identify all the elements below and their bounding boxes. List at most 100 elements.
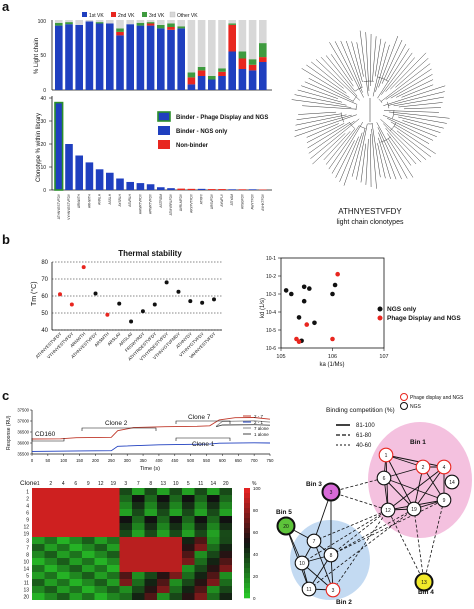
c-heat-col-label: 3 — [124, 481, 127, 487]
c-net-legend-title: Binding competition (%) — [326, 407, 395, 414]
c-heat-cell — [169, 495, 182, 502]
c-net-node-label: 12 — [385, 508, 391, 514]
c-net-edge-weak — [330, 477, 385, 493]
c-heat-scale-step — [244, 563, 250, 569]
tree-branch — [402, 120, 441, 133]
c-net-node-label: 4 — [443, 465, 446, 471]
tree-branch — [330, 54, 354, 87]
tree-branch — [380, 119, 427, 160]
c-heat-cell — [57, 537, 70, 544]
panel-letter-c: c — [2, 388, 9, 403]
c-heat-cell — [32, 558, 45, 565]
c-net-edge-strong — [413, 466, 445, 510]
c-heat-cell — [207, 551, 220, 558]
c-heat-cell — [119, 551, 132, 558]
tree-arc — [386, 101, 390, 109]
c-heat-cell — [169, 544, 182, 551]
legend-label: 40-60 — [356, 443, 372, 449]
b-kinetics-point-ngs — [330, 291, 335, 297]
c-heat-scale-step — [244, 553, 250, 559]
bar-other-vk — [228, 20, 236, 24]
c-heat-cell — [82, 530, 95, 537]
bar-3rd-vk — [197, 66, 206, 71]
bar-3rd-vk — [167, 23, 175, 27]
c-heat-cell — [69, 544, 82, 551]
bar-other-vk — [167, 20, 175, 24]
tree-branch — [295, 114, 347, 126]
c-sensor-xtick-label: 250 — [108, 458, 116, 463]
c-net-edge-weak — [423, 499, 445, 583]
c-heat-cell — [219, 586, 232, 593]
bar-2nd-vk — [248, 64, 257, 71]
c-net-node-label: 3 — [332, 588, 335, 594]
c-heat-col-label: 5 — [187, 481, 190, 487]
tree-branch — [372, 36, 377, 82]
b-kinetics-point-ngs — [283, 288, 289, 293]
a-bottom-bar — [167, 188, 175, 190]
tree-branch — [315, 59, 360, 101]
c-heat-cell — [194, 544, 207, 551]
c-heat-col-label: 14 — [210, 481, 216, 487]
c-heat-cell — [144, 530, 157, 537]
c-heat-cell — [219, 516, 232, 523]
c-heat-cell — [32, 551, 45, 558]
legend-label: Phage Display and NGS — [387, 315, 461, 322]
bar-1st-vk — [55, 25, 63, 91]
c-heat-cell — [107, 579, 120, 586]
b-thermal-ytick: 50 — [41, 311, 48, 317]
bar-1st-vk — [136, 25, 145, 91]
c-heat-cell — [132, 593, 145, 600]
c-net-edge-weak — [313, 509, 389, 542]
b-kinetics-xtick-label: 107 — [379, 354, 388, 360]
c-heat-cell — [44, 516, 57, 523]
tree-branch — [356, 123, 368, 180]
c-heat-cell — [57, 495, 70, 502]
c-heat-row-label: 7 — [26, 546, 29, 552]
c-heat-cell — [107, 572, 120, 579]
bar-1st-vk — [65, 24, 73, 91]
c-net-node-label: 9 — [443, 498, 446, 504]
c-net-edge-strong — [385, 454, 445, 468]
b-thermal-point — [117, 301, 122, 306]
bin-label-3: Bin 3 — [306, 481, 322, 488]
a-bottom-xlabels: ATHNYESTVFDY VYHNYESTVFDY ARNWTH ARHWTH ANNL… — [57, 193, 265, 220]
c-heat-cell — [182, 544, 195, 551]
c-net-node — [376, 470, 392, 486]
c-heat-cell — [119, 530, 132, 537]
tree-branch — [385, 57, 415, 92]
c-heat-col-label: 8 — [149, 481, 152, 487]
a-bottom-xlabel: ASVRLH — [128, 193, 132, 206]
c-heat-cell — [144, 579, 157, 586]
c-net-node — [380, 502, 396, 518]
a-bottom-xlabel: ANNLH — [98, 193, 102, 205]
c-heat-cell — [207, 565, 220, 572]
c-heat-cell — [119, 586, 132, 593]
tree-branch — [307, 122, 350, 149]
b-thermal-ytick: 80 — [41, 260, 48, 266]
c-sensor-ytick-label: 37500 — [17, 408, 29, 413]
c-heat-scale-step — [244, 503, 250, 509]
c-heat-cell — [169, 579, 182, 586]
bin-label-2: Bin 2 — [336, 599, 352, 606]
tree-branch — [372, 41, 386, 97]
c-heat-cell — [144, 593, 157, 600]
c-heat-cell — [107, 558, 120, 565]
c-heat-cell — [107, 523, 120, 530]
c-sensor-xtick-label: 0 — [31, 458, 34, 463]
tree-branch — [371, 123, 381, 178]
c-heat-col-label: 20 — [223, 481, 229, 487]
c-heat-cell — [57, 572, 70, 579]
b-thermal-ytick: 60 — [41, 294, 48, 300]
b-thermal-point — [188, 299, 193, 304]
b-kinetics-point-ngs — [332, 282, 338, 288]
b-kinetics-point-ngs — [296, 315, 302, 320]
bar-3rd-vk — [187, 72, 196, 78]
c-heat-cell — [207, 572, 220, 579]
legend-label: Phage display and NGS — [410, 395, 464, 401]
a-bottom-bar — [65, 144, 73, 190]
c-heat-scale-step — [244, 523, 250, 529]
bar-other-vk — [238, 20, 247, 52]
c-heat-cell — [119, 558, 132, 565]
c-sensorgram: Response (RU) Time (s) 35500 36000 36500 37… — [6, 408, 274, 473]
c-heat-cell — [69, 579, 82, 586]
